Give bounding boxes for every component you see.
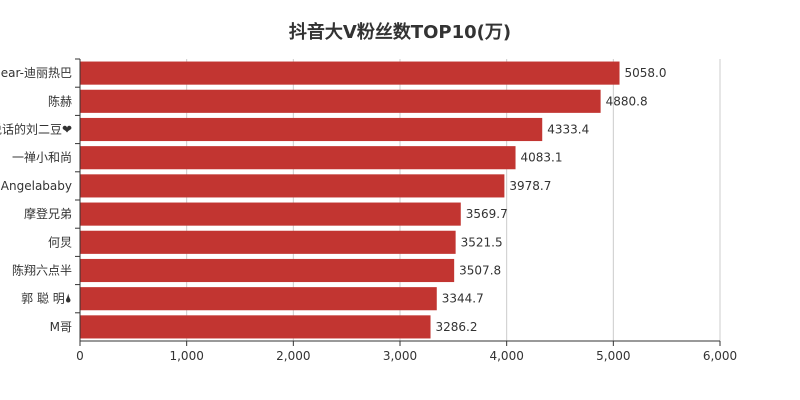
x-tick-label: 3,000 xyxy=(383,349,417,363)
data-label: 3569.7 xyxy=(466,207,508,221)
x-tick-label: 1,000 xyxy=(169,349,203,363)
data-label: 4333.4 xyxy=(547,123,589,137)
category-label: 一禅小和尚 xyxy=(12,151,72,165)
bar xyxy=(80,315,431,339)
x-tick-label: 0 xyxy=(76,349,84,363)
category-label: M哥 xyxy=(50,320,72,334)
data-label: 4880.8 xyxy=(606,94,648,108)
x-tick-label: 2,000 xyxy=(276,349,310,363)
data-label: 3507.8 xyxy=(459,264,501,278)
chart-title: 抖音大V粉丝数TOP10(万) xyxy=(289,21,511,43)
category-label: Angelababy xyxy=(1,179,72,193)
category-label: 陈赫 xyxy=(48,93,72,108)
bar xyxy=(80,146,516,170)
bar xyxy=(80,202,461,226)
bar xyxy=(80,258,455,283)
x-tick-label: 6,000 xyxy=(703,349,737,363)
data-label: 3521.5 xyxy=(461,235,503,249)
category-label: 陈翔六点半 xyxy=(12,263,72,278)
axes: Dear-迪丽热巴陈赫会说话的刘二豆❤ 一禅小和尚 Angelababy 摩登兄弟何炅… xyxy=(0,58,737,363)
data-label: 3978.7 xyxy=(509,179,551,193)
data-label: 3286.2 xyxy=(436,320,478,334)
bar xyxy=(80,230,456,254)
category-label: Dear-迪丽热巴 xyxy=(0,66,72,80)
category-label: 何炅 xyxy=(48,235,72,249)
x-tick-label: 5,000 xyxy=(596,349,630,363)
category-label: 摩登兄弟 xyxy=(24,206,72,221)
data-label: 4083.1 xyxy=(521,151,563,165)
x-tick-label: 4,000 xyxy=(489,349,523,363)
bar xyxy=(80,117,543,142)
bar xyxy=(80,287,437,311)
data-label: 3344.7 xyxy=(442,292,484,306)
data-label: 5058.0 xyxy=(625,66,667,80)
category-label: 郭 聪 明🌢 xyxy=(21,292,72,306)
category-label: 会说话的刘二豆❤ xyxy=(0,122,72,137)
bar xyxy=(80,174,505,198)
bar xyxy=(80,89,601,113)
bar xyxy=(80,61,620,85)
